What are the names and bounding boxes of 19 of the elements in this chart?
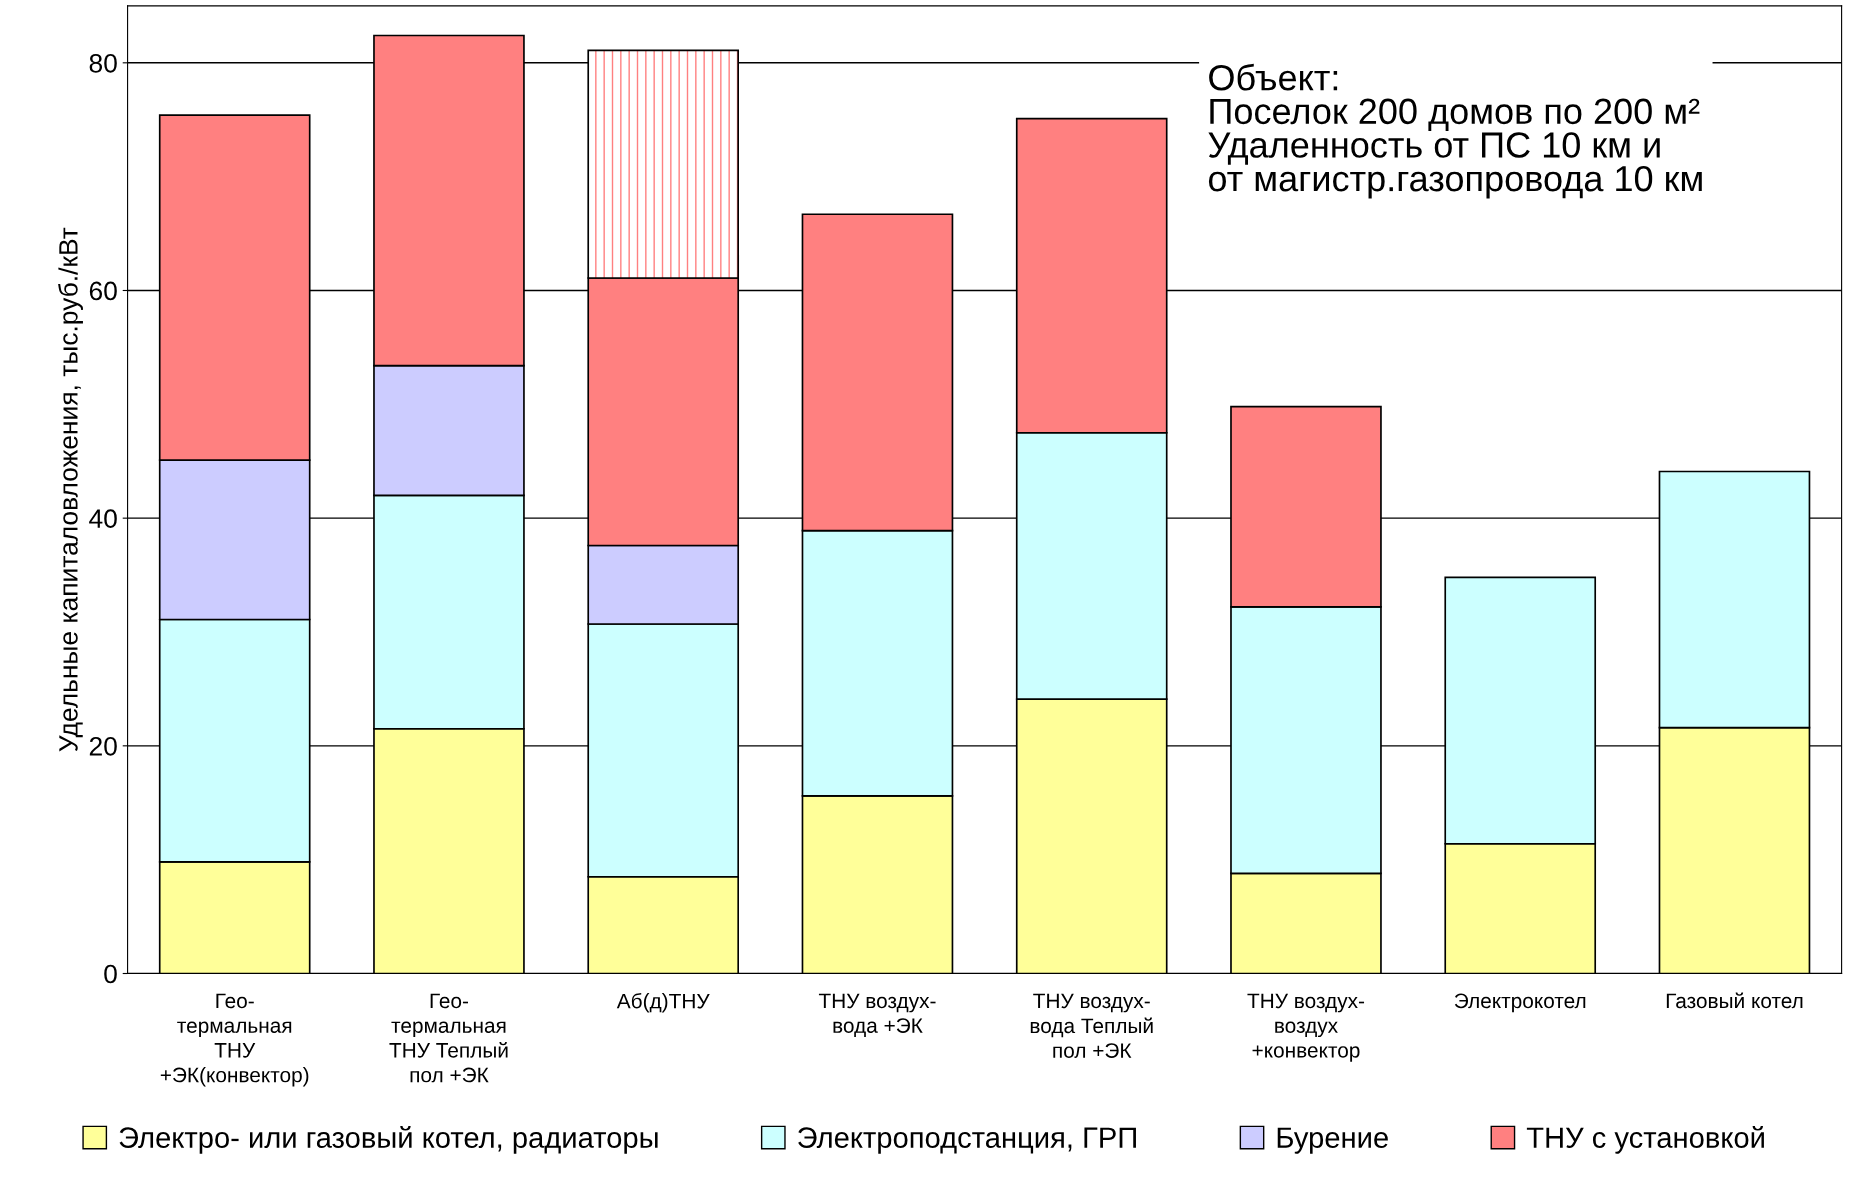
legend-label: Электроподстанция, ГРП: [798, 1127, 1136, 1154]
y-tick-label: 40: [89, 509, 117, 528]
y-tick-label: 20: [89, 736, 117, 756]
y-axis-title: Удельные капиталовложения, тыс.руб./кВт: [58, 227, 83, 752]
y-tick-label: 80: [89, 53, 117, 73]
legend-label: Электро- или газовый котел, радиаторы: [119, 1126, 658, 1154]
legend-label: ТНУ с установкой: [1526, 1126, 1764, 1154]
x-tick-label: ТНУ воздух- вода Теплый пол +ЭК: [1030, 993, 1153, 1058]
x-tick-label: Гео- термальная ТНУ +ЭК(конвектор): [160, 993, 309, 1087]
legend-label: Бурение: [1277, 1127, 1388, 1154]
x-tick-label: ТНУ воздух- воздух +конвектор: [1247, 993, 1365, 1062]
annotation: Объект: Поселок 200 домов по 200 м² Удаленность от ПС 10 км и от магистр.газопровода 10 км: [1208, 63, 1702, 199]
x-tick-label: Электрокотел: [1454, 993, 1586, 1013]
x-tick-label: ТНУ воздух- вода +ЭК: [818, 993, 936, 1037]
x-tick-label: Гео- термальная ТНУ Теплый пол +ЭК: [389, 993, 508, 1083]
x-tick-label: Аб(д)ТНУ: [616, 992, 710, 1013]
x-tick-label: Газовый котел: [1666, 992, 1803, 1009]
y-tick-label: 0: [104, 964, 117, 984]
y-tick-label: 60: [89, 281, 117, 301]
